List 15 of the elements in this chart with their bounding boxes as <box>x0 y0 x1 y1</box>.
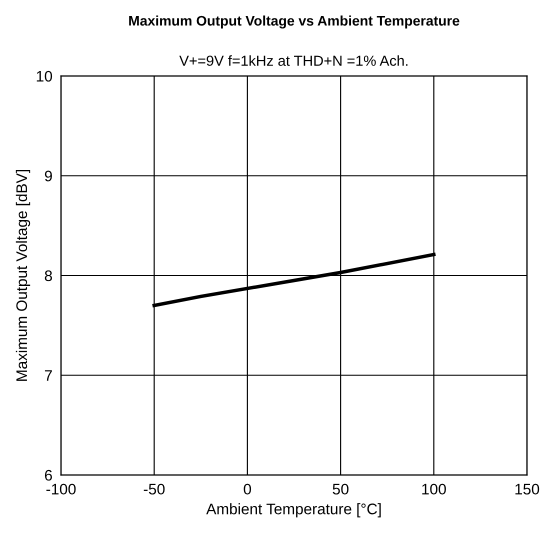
y-tick-label: 9 <box>44 170 52 182</box>
x-tick-label: 50 <box>332 484 348 495</box>
y-tick-label: 8 <box>44 270 52 282</box>
x-tick-label: 100 <box>422 484 446 495</box>
y-tick-label: 7 <box>44 370 52 381</box>
x-axis-title: Ambient Temperature [°C] <box>206 503 381 518</box>
chart-subtitle: V+=9V f=1kHz at THD+N =1% Ach. <box>179 55 408 66</box>
x-tick-label: 0 <box>244 484 252 495</box>
y-tick-label: 10 <box>36 70 52 82</box>
y-tick-label: 6 <box>44 470 52 481</box>
chart-title: Maximum Output Voltage vs Ambient Temperature <box>129 15 460 29</box>
x-tick-label: 150 <box>515 484 540 495</box>
y-axis-title: Maximum Output Voltage [dBV] <box>16 170 30 381</box>
x-tick-label: -50 <box>144 484 165 495</box>
x-tick-label: -100 <box>46 484 76 495</box>
